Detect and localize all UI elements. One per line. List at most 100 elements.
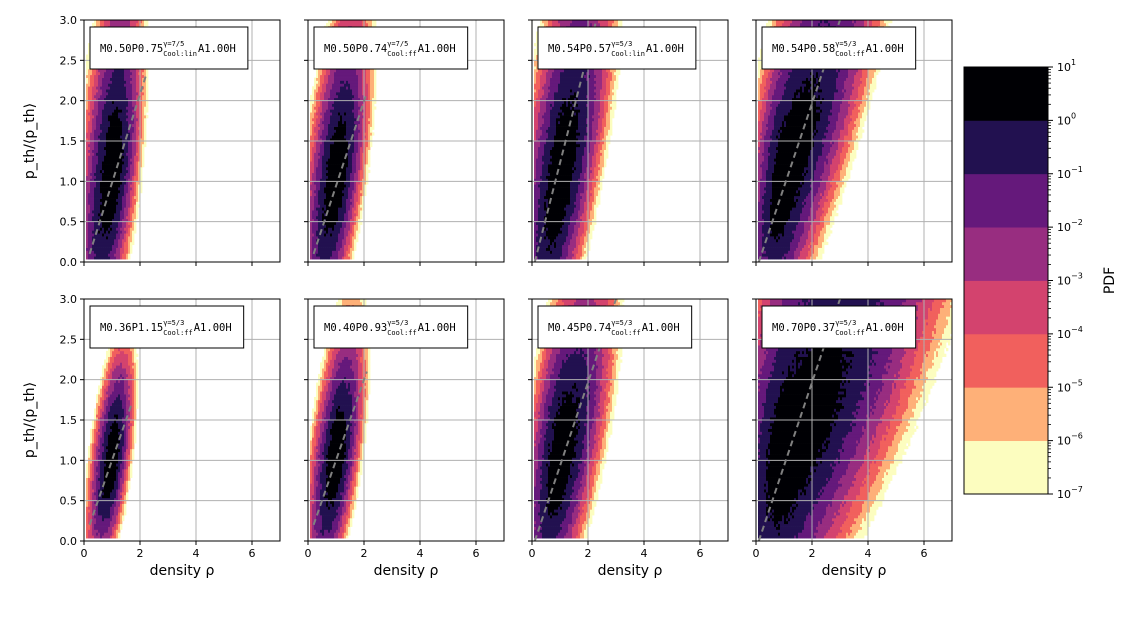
heatmap-1: [86, 20, 149, 260]
y-tick-label: 2.0: [60, 374, 78, 387]
label-pre: M0.70P0.37: [772, 322, 835, 334]
label-pre: M0.45P0.74: [548, 322, 611, 334]
label-sub: Cool:ff: [387, 329, 417, 337]
label-post: A1.00H: [418, 322, 456, 334]
panel-label-text: M0.36P1.15γ=5/3 Cool:ffA1.00H: [100, 319, 232, 337]
panel-label-text: M0.45P0.74γ=5/3 Cool:ffA1.00H: [548, 319, 680, 337]
label-sub: Cool:lin: [163, 50, 197, 58]
panel-6: 0 2 4 6 density ρ M0.40P0.93γ=5/3 Cool:ffA1.00…: [304, 298, 505, 579]
label-post: A1.00H: [194, 322, 232, 334]
colorbar-label: PDF: [1102, 267, 1118, 294]
colorbar-tick-base: 10: [1057, 168, 1071, 181]
colorbar-tick-exp: −6: [1071, 432, 1083, 441]
colorbar-tick-base: 10: [1057, 114, 1071, 127]
colorbar-tick-base: 10: [1057, 328, 1071, 341]
x-tick-label: 0: [529, 547, 536, 560]
x-tick-label: 4: [417, 547, 424, 560]
colorbar-tick-label: 10−6: [1057, 432, 1083, 448]
panel-8: 0 2 4 6 density ρ M0.70P0.37γ=5/3 Cool:ffA1.00…: [752, 298, 953, 579]
colorbar-tick-exp: −5: [1071, 378, 1083, 387]
colorbar-tick-label: 100: [1057, 111, 1076, 127]
panel-7: 0 2 4 6 density ρ M0.45P0.74γ=5/3 Cool:ffA1.00…: [528, 298, 729, 579]
x-tick-label: 2: [585, 547, 592, 560]
dashed-reference-line: [312, 92, 368, 255]
dashed-reference-line: [312, 371, 368, 526]
panel-label-text: M0.40P0.93γ=5/3 Cool:ffA1.00H: [324, 319, 456, 337]
colorbar-segment: [964, 120, 1048, 175]
panel-3: M0.54P0.57γ=5/3 Cool:linA1.00H: [528, 19, 729, 266]
colorbar-tick-exp: −1: [1071, 165, 1083, 174]
panel-label-text: M0.54P0.58γ=5/3 Cool:ffA1.00H: [772, 40, 904, 58]
colorbar-tick-base: 10: [1057, 275, 1071, 288]
colorbar-tick-label: 10−3: [1057, 272, 1083, 288]
colorbar-tick-exp: −2: [1071, 218, 1083, 227]
panel-label-box: M0.70P0.37γ=5/3 Cool:ffA1.00H: [761, 305, 917, 349]
panel-label-box: M0.54P0.57γ=5/3 Cool:linA1.00H: [537, 26, 697, 70]
colorbar-segment: [964, 173, 1048, 228]
x-axis-label: density ρ: [822, 563, 887, 579]
colorbar-tick-base: 10: [1057, 488, 1071, 501]
panel-1: 0.0 0.5 1.0 1.5 2.0 2.5 3.0 p_th/⟨p_th⟩ M0.50P0.…: [22, 14, 281, 269]
panel-5: 0 2 4 6 0.0 0.5 1.0 1.5 2.0 2.5 3.0 density ρ p_th/⟨…: [22, 293, 281, 579]
label-post: A1.00H: [866, 322, 904, 334]
label-sub: Cool:ff: [835, 50, 865, 58]
label-sup: γ=5/3: [611, 319, 632, 327]
label-sup: γ=5/3: [163, 319, 184, 327]
x-tick-label: 4: [193, 547, 200, 560]
colorbar-tick-exp: −3: [1071, 272, 1083, 281]
y-tick-label: 3.0: [60, 14, 78, 27]
label-pre: M0.50P0.75: [100, 43, 163, 55]
colorbar-segment: [964, 227, 1048, 281]
x-tick-label: 0: [81, 547, 88, 560]
y-tick-label: 1.5: [60, 135, 78, 148]
panels-group: 0.0 0.5 1.0 1.5 2.0 2.5 3.0 p_th/⟨p_th⟩ M0.50P0.…: [22, 14, 953, 579]
label-pre: M0.50P0.74: [324, 43, 387, 55]
label-sub: Cool:lin: [611, 50, 645, 58]
label-sub: Cool:ff: [387, 50, 417, 58]
label-box-frame: [313, 305, 469, 349]
y-tick-label: 0.5: [60, 216, 78, 229]
colorbar-segment: [964, 280, 1048, 335]
label-post: A1.00H: [866, 43, 904, 55]
colorbar-tick-base: 10: [1057, 61, 1071, 74]
colorbar-segment: [964, 67, 1048, 121]
x-tick-label: 0: [753, 547, 760, 560]
colorbar-tick-base: 10: [1057, 381, 1071, 394]
dashed-reference-line: [88, 403, 133, 526]
panel-2: M0.50P0.74γ=7/5 Cool:ffA1.00H: [304, 19, 505, 266]
panel-4: M0.54P0.58γ=5/3 Cool:ffA1.00H: [752, 19, 953, 266]
x-tick-label: 2: [137, 547, 144, 560]
panel-label-text: M0.70P0.37γ=5/3 Cool:ffA1.00H: [772, 319, 904, 337]
label-post: A1.00H: [642, 322, 680, 334]
label-box-frame: [537, 305, 693, 349]
y-tick-label: 1.0: [60, 175, 78, 188]
y-tick-label: 1.5: [60, 414, 78, 427]
colorbar-segment: [964, 387, 1048, 442]
y-tick-label: 0.5: [60, 495, 78, 508]
label-pre: M0.54P0.57: [548, 43, 611, 55]
label-box-frame: [761, 26, 917, 70]
label-sup: γ=7/5: [387, 40, 408, 48]
colorbar-tick-base: 10: [1057, 435, 1071, 448]
panel-label-box: M0.36P1.15γ=5/3 Cool:ffA1.00H: [89, 305, 245, 349]
colorbar-tick-label: 101: [1057, 58, 1076, 74]
label-sub: Cool:ff: [835, 329, 865, 337]
colorbar-segment: [964, 333, 1048, 388]
label-pre: M0.54P0.58: [772, 43, 835, 55]
y-tick-label: 0.0: [60, 256, 78, 269]
x-axis-label: density ρ: [150, 563, 215, 579]
label-pre: M0.40P0.93: [324, 322, 387, 334]
dashed-reference-line: [88, 76, 147, 255]
x-tick-label: 4: [641, 547, 648, 560]
panel-label-text: M0.54P0.57γ=5/3 Cool:linA1.00H: [548, 40, 684, 58]
label-sup: γ=5/3: [611, 40, 632, 48]
label-sub: Cool:ff: [163, 329, 193, 337]
x-tick-label: 6: [249, 547, 256, 560]
label-box-frame: [89, 26, 249, 70]
panel-label-box: M0.40P0.93γ=5/3 Cool:ffA1.00H: [313, 305, 469, 349]
label-sup: γ=5/3: [387, 319, 408, 327]
y-axis-label: p_th/⟨p_th⟩: [22, 382, 38, 458]
label-sup: γ=7/5: [163, 40, 184, 48]
